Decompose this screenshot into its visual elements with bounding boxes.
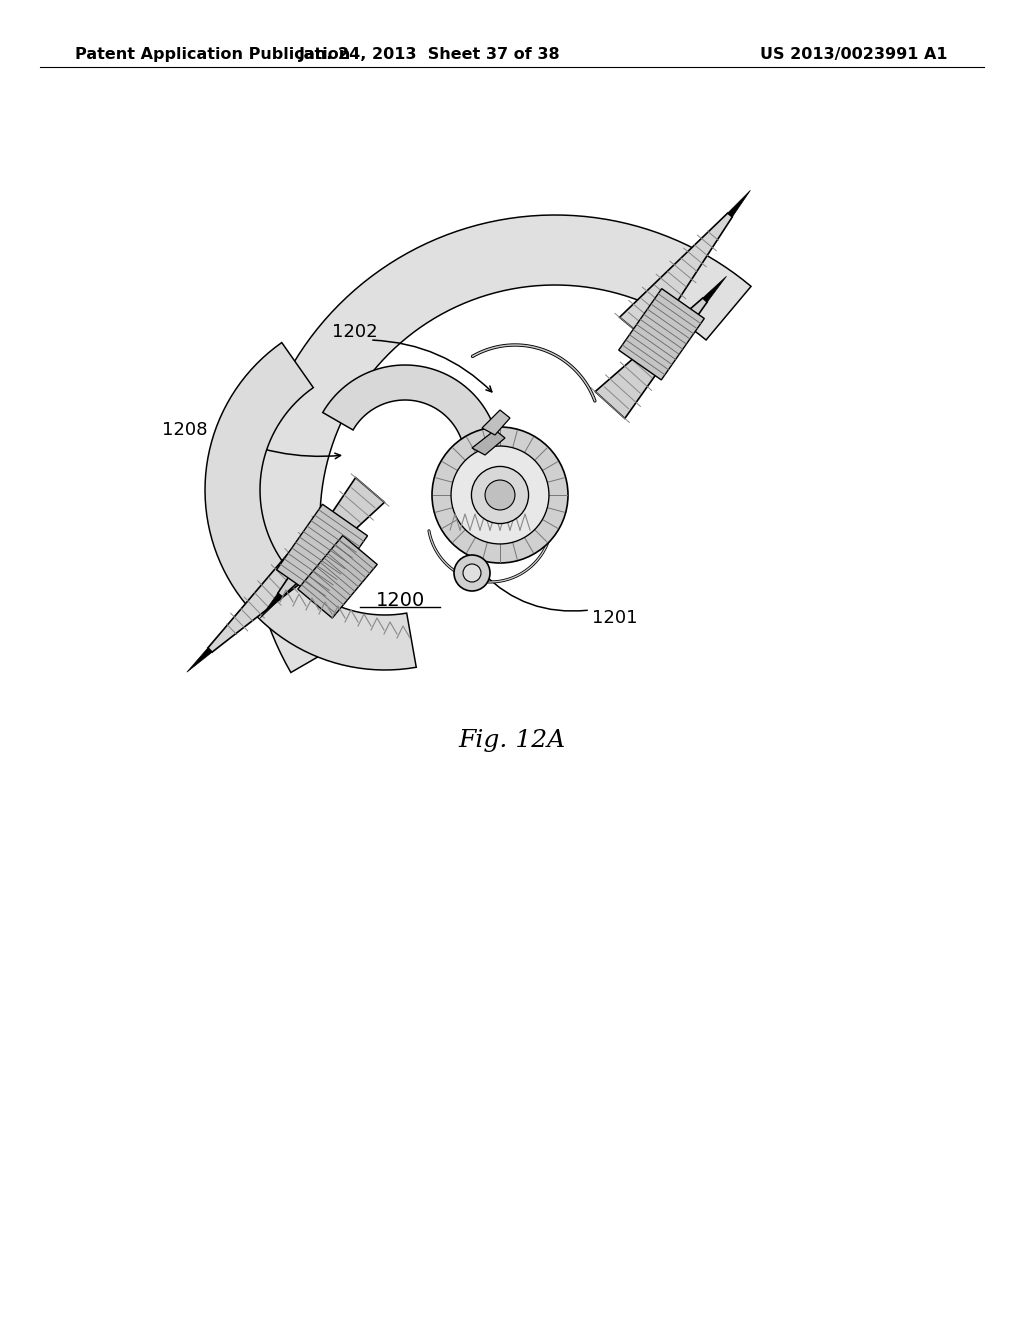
Polygon shape	[260, 593, 283, 618]
Polygon shape	[728, 190, 751, 216]
Polygon shape	[250, 215, 751, 672]
Text: US 2013/0023991 A1: US 2013/0023991 A1	[760, 48, 947, 62]
Text: Jan. 24, 2013  Sheet 37 of 38: Jan. 24, 2013 Sheet 37 of 38	[299, 48, 561, 62]
Polygon shape	[595, 298, 708, 418]
Text: 1208: 1208	[162, 421, 208, 440]
Polygon shape	[618, 289, 705, 380]
Text: Fig. 12A: Fig. 12A	[459, 729, 565, 751]
Polygon shape	[208, 520, 344, 652]
Polygon shape	[278, 478, 384, 597]
Circle shape	[454, 554, 490, 591]
Circle shape	[485, 480, 515, 510]
Polygon shape	[205, 343, 417, 671]
Circle shape	[463, 564, 481, 582]
Polygon shape	[323, 366, 500, 507]
Text: 1202: 1202	[332, 323, 378, 341]
Polygon shape	[702, 276, 726, 302]
Polygon shape	[482, 411, 510, 436]
Circle shape	[471, 466, 528, 524]
Polygon shape	[187, 648, 212, 672]
Circle shape	[432, 426, 568, 564]
Circle shape	[451, 446, 549, 544]
Polygon shape	[472, 430, 505, 455]
Polygon shape	[298, 536, 377, 618]
Text: 1200: 1200	[376, 590, 425, 610]
Text: Patent Application Publication: Patent Application Publication	[75, 48, 350, 62]
Polygon shape	[620, 213, 732, 343]
Polygon shape	[276, 504, 368, 602]
Text: 1201: 1201	[592, 609, 638, 627]
